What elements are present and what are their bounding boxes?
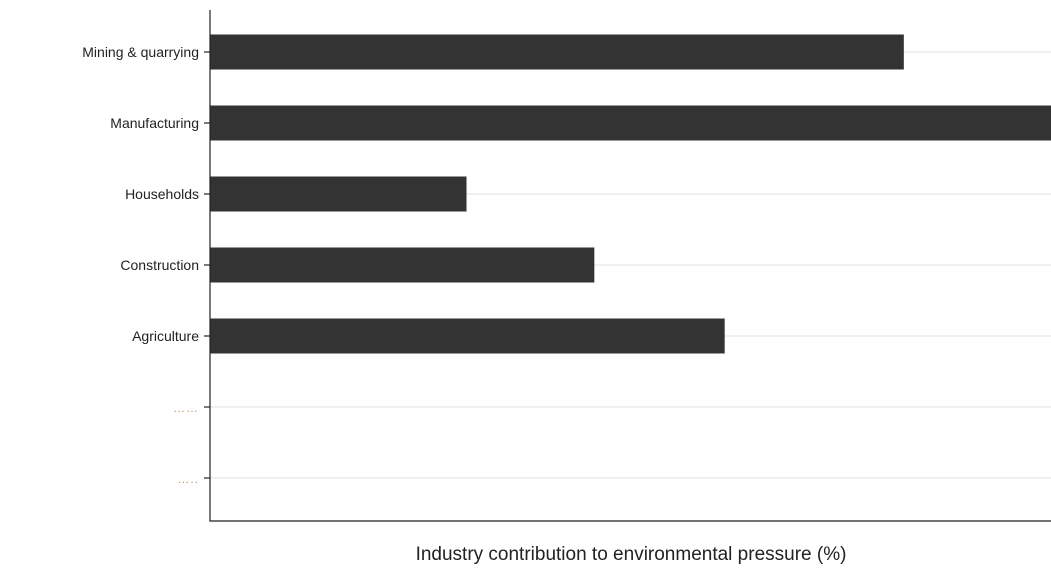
category-label-manufacturing: Manufacturing [110, 115, 199, 131]
bar-mining-quarrying [210, 34, 904, 70]
category-label-agriculture: Agriculture [132, 328, 199, 344]
bar-agriculture [210, 318, 725, 354]
label-layer: Mining & quarrying Manufacturing Household… [82, 44, 199, 486]
category-label-construction: Construction [120, 257, 199, 273]
bar-manufacturing [210, 105, 1051, 141]
axis-layer [204, 10, 1051, 522]
bar-construction [210, 247, 595, 283]
category-label-households: Households [125, 186, 199, 202]
category-label-placeholder-7: ….. [177, 472, 199, 486]
category-label-placeholder-6: …… [173, 401, 199, 415]
category-label-mining-quarrying: Mining & quarrying [82, 44, 199, 60]
x-axis-title: Industry contribution to environmental p… [416, 544, 847, 565]
bar-households [210, 176, 467, 212]
bar-layer [210, 34, 1051, 354]
